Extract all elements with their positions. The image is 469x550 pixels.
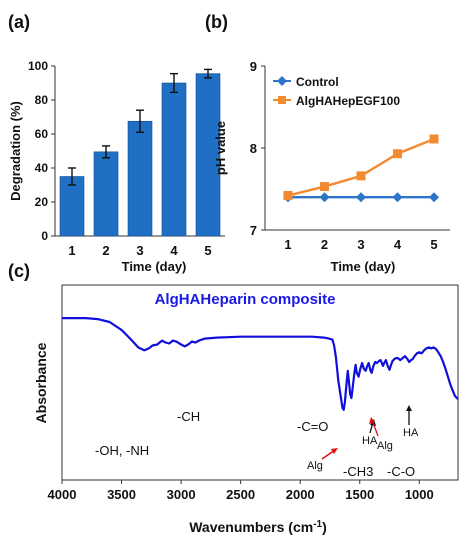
panel-label-b: (b) (205, 12, 228, 32)
panel-c-frame (61, 284, 459, 481)
panel-a-x-tick-label: 2 (102, 243, 109, 258)
arrow-alg-1-head (331, 448, 338, 454)
panel-b-y-tick-label: 8 (250, 141, 257, 156)
panel-b-y-title: pH value (213, 121, 228, 175)
bar-day-5 (195, 73, 221, 237)
alghahep-point-day-3 (356, 171, 366, 181)
panel-c-x-title-sup: -1 (313, 519, 322, 530)
panel-a-x-title: Time (day) (122, 259, 187, 274)
annotation-ch3: -CH3 (343, 464, 373, 479)
annotation-c-o: -C-O (387, 464, 415, 479)
panel-a-y-tick-label: 60 (35, 127, 49, 141)
panel-b-legend: Control AlgHAHepEGF100 (273, 75, 400, 108)
control-point-day-5 (429, 192, 439, 203)
panel-a-y-title: Degradation (%) (8, 101, 23, 201)
panel-b-x-tick-label: 3 (357, 237, 364, 252)
panel-a-x-tick-label: 3 (136, 243, 143, 258)
bar-day-3 (127, 120, 153, 237)
annotation-oh-nh: -OH, -NH (95, 443, 149, 458)
panel-a-x-tick-label: 4 (170, 243, 178, 258)
panel-c-x-tick-label: 2000 (286, 487, 315, 502)
panel-c-x-tick-label: 3000 (167, 487, 196, 502)
panel-c-x-title-end: ) (322, 519, 327, 535)
control-point-day-4 (392, 192, 403, 203)
panel-b-y-tick-label: 9 (250, 59, 257, 74)
panel-b-x-title: Time (day) (331, 259, 396, 274)
arrow-ha-2-head (406, 405, 412, 411)
annotation-ch: -CH (177, 409, 200, 424)
panel-a-x-tick-label: 5 (204, 243, 211, 258)
ftir-spectrum-line (62, 317, 459, 411)
control-point-day-2 (319, 192, 330, 203)
panel-b-x-tick-label: 5 (430, 237, 437, 252)
panel-a-bar-chart: Degradation (%) Time (day) 0 20 40 60 80 100 1… (8, 59, 225, 274)
panel-c-x-title-main: Wavenumbers (cm (189, 519, 313, 535)
panel-c-x-tick-label: 3500 (107, 487, 136, 502)
alghahep-point-day-2 (320, 182, 329, 192)
bar-day-1 (59, 176, 85, 237)
legend-alghahep-label: AlgHAHepEGF100 (296, 94, 400, 108)
panel-a-x-tick-label: 1 (68, 243, 75, 258)
panel-b-line-chart: pH value Time (day) Control AlgHAHepEGF1… (213, 59, 450, 274)
annotation-ha-1: HA (362, 435, 378, 447)
panel-c-x-title: Wavenumbers (cm-1) (189, 519, 327, 535)
panel-a-y-tick-label: 20 (35, 195, 49, 209)
panel-label-a: (a) (8, 12, 30, 32)
annotation-alg-2: Alg (377, 440, 393, 452)
panel-c-x-tick-label: 1500 (345, 487, 374, 502)
panel-c-x-tick-label: 1000 (405, 487, 434, 502)
legend-alghahep-marker (278, 96, 286, 104)
panel-a-y-tick-label: 0 (41, 229, 48, 243)
panel-c-ftir-spectrum: AlgHAHeparin composite Absorbance Wavenu… (33, 284, 459, 535)
panel-b-x-tick-label: 1 (284, 237, 291, 252)
legend-control-label: Control (296, 75, 339, 89)
alghahep-point-day-4 (393, 149, 402, 159)
annotation-alg-1: Alg (307, 460, 323, 472)
annotation-ha-2: HA (403, 427, 419, 439)
series-line-alghahep (287, 137, 435, 197)
alghahep-point-day-1 (283, 191, 293, 201)
bar-day-4 (161, 82, 187, 237)
panel-b-x-tick-label: 2 (321, 237, 328, 252)
panel-c-x-tick-label: 2500 (226, 487, 255, 502)
panel-a-y-tick-label: 100 (28, 59, 48, 73)
panel-b-y-tick-label: 7 (250, 223, 257, 238)
legend-control-marker (277, 76, 287, 86)
panel-a-y-tick-label: 40 (35, 161, 49, 175)
panel-label-c: (c) (8, 261, 30, 281)
control-point-day-3 (356, 192, 366, 203)
arrow-alg-2-head (369, 417, 375, 424)
bar-day-2 (93, 151, 119, 237)
panel-b-x-tick-label: 4 (394, 237, 402, 252)
panel-c-x-tick-label: 4000 (48, 487, 77, 502)
annotation-c-o-double: -C=O (297, 419, 328, 434)
alghahep-point-day-5 (429, 134, 439, 144)
panel-c-title: AlgHAHeparin composite (155, 291, 336, 308)
panel-a-y-tick-label: 80 (35, 93, 49, 107)
panel-c-y-title: Absorbance (33, 342, 49, 423)
